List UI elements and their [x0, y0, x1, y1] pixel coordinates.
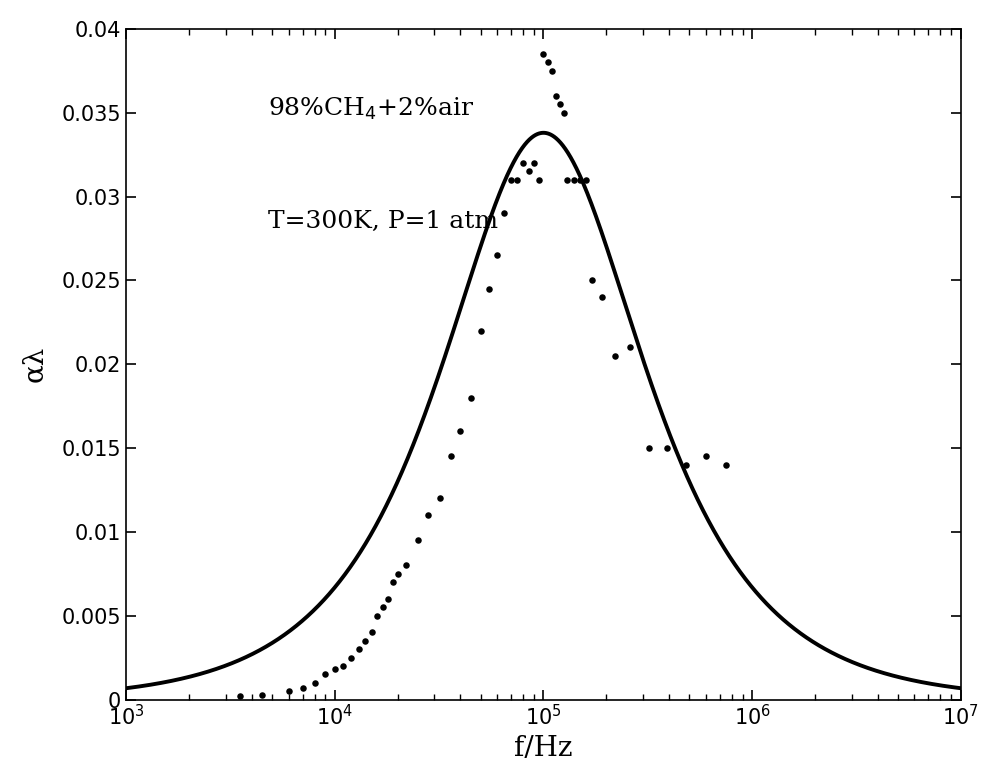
Point — [307, 677, 323, 689]
Point — [473, 324, 489, 337]
Point — [398, 559, 414, 572]
Point — [369, 609, 385, 622]
Point — [463, 392, 479, 404]
Point — [544, 64, 560, 77]
Point — [578, 174, 594, 186]
Point — [357, 634, 373, 647]
Point — [641, 442, 657, 454]
Point — [659, 442, 675, 454]
Point — [594, 290, 610, 303]
Point — [481, 283, 497, 295]
Point — [385, 576, 401, 589]
Point — [509, 174, 525, 186]
Point — [343, 651, 359, 664]
Point — [718, 459, 734, 471]
Point — [531, 174, 547, 186]
Point — [515, 157, 531, 169]
Point — [254, 688, 270, 701]
Point — [584, 274, 600, 287]
Point — [607, 349, 623, 362]
Point — [364, 626, 380, 639]
Point — [678, 459, 694, 471]
Point — [566, 174, 582, 186]
Text: 98%CH$_4$+2%air: 98%CH$_4$+2%air — [268, 96, 474, 122]
Point — [327, 663, 343, 676]
Point — [390, 568, 406, 580]
Y-axis label: αλ: αλ — [21, 346, 48, 382]
Text: T=300K, P=1 atm: T=300K, P=1 atm — [268, 210, 498, 233]
Point — [351, 643, 367, 655]
Point — [443, 450, 459, 463]
Point — [295, 681, 311, 694]
Point — [420, 509, 436, 521]
Point — [556, 106, 572, 119]
Point — [375, 601, 391, 614]
Point — [452, 425, 468, 438]
Point — [548, 89, 564, 102]
Point — [281, 685, 297, 698]
Point — [232, 690, 248, 702]
Point — [535, 48, 551, 60]
Point — [622, 341, 638, 354]
Point — [317, 668, 333, 680]
X-axis label: f/Hz: f/Hz — [514, 735, 573, 762]
Point — [503, 174, 519, 186]
Point — [380, 593, 396, 605]
Point — [572, 174, 588, 186]
Point — [432, 492, 448, 504]
Point — [540, 56, 556, 69]
Point — [526, 157, 542, 169]
Point — [559, 174, 575, 186]
Point — [698, 450, 714, 463]
Point — [410, 534, 426, 547]
Point — [521, 165, 537, 178]
Point — [552, 98, 568, 110]
Point — [489, 249, 505, 262]
Point — [335, 660, 351, 673]
Point — [496, 207, 512, 219]
